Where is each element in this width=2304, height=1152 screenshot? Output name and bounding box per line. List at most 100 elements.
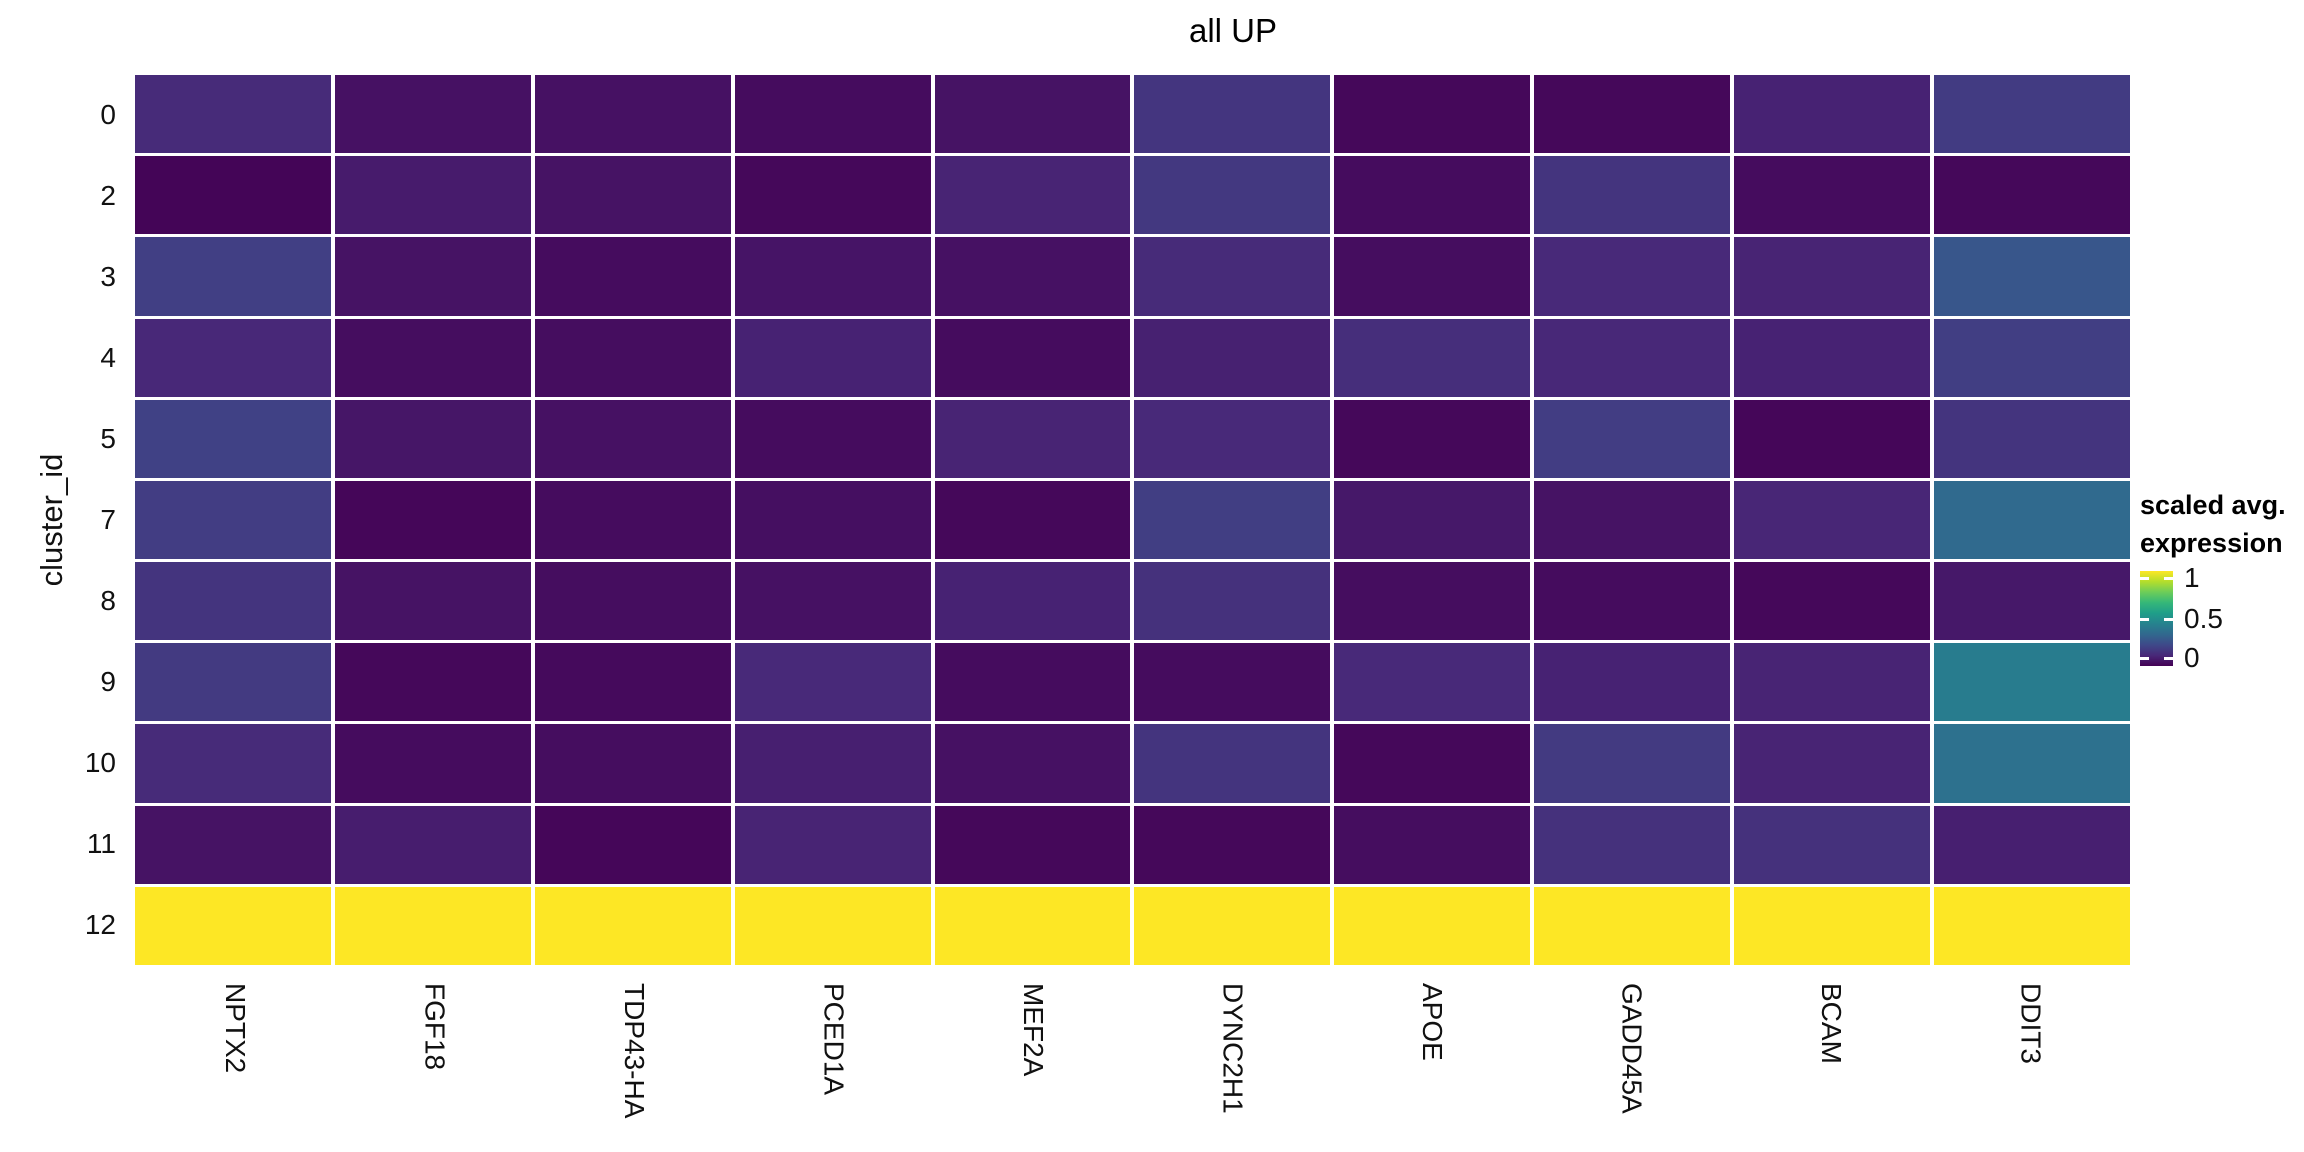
y-tick-label: 4 [100,342,116,374]
legend-colorbar-wrap: 1 0.5 0 [2140,562,2223,673]
x-tick-label: TDP43-HA [618,983,650,1119]
y-tick-label: 11 [86,827,116,859]
heatmap-cell [1334,724,1531,803]
heatmap-cell [534,805,731,884]
heatmap-cell [135,156,331,235]
heatmap-cell [534,237,731,316]
heatmap-cell [934,886,1131,965]
heatmap-cell [1334,805,1531,884]
heatmap-cell [1934,643,2130,722]
heatmap-cell [1134,643,1331,722]
y-tick-label: 8 [100,584,116,616]
heatmap-cell [934,724,1131,803]
heatmap-cell [135,643,331,722]
heatmap-cell [1934,237,2130,316]
heatmap-cell [1134,886,1331,965]
heatmap-cell [734,724,931,803]
heatmap-cell [1734,643,1931,722]
heatmap-cell [135,805,331,884]
heatmap-cell [934,399,1131,478]
heatmap-cell [1334,643,1531,722]
heatmap-cell [1134,156,1331,235]
heatmap-cell [334,318,531,397]
heatmap-cell [734,318,931,397]
y-tick-label: 0 [100,99,116,131]
heatmap-cell [1334,562,1531,641]
heatmap-cell [1934,480,2130,560]
heatmap-cell [334,399,531,478]
legend: scaled avg. expression 1 0.5 0 [2140,486,2304,673]
heatmap-cell [1134,480,1331,560]
legend-tick-mark [2140,577,2149,580]
y-tick-label: 7 [100,504,116,535]
x-tick-label: GADD45A [1616,983,1648,1114]
heatmap-cell [534,156,731,235]
y-tick-label: 3 [100,261,116,293]
x-tick-label: PCED1A [818,983,850,1096]
x-tick-label: BCAM [1815,983,1847,1064]
legend-tick-mark [2164,577,2173,580]
heatmap-cell [734,562,931,641]
heatmap-cell [135,562,331,641]
y-tick-label: 12 [84,908,116,940]
heatmap-cell [1734,75,1931,154]
heatmap-cell [334,805,531,884]
heatmap-cell [934,237,1131,316]
heatmap-cell [135,399,331,478]
heatmap-cell [135,75,331,154]
heatmap-cell [1334,480,1531,560]
heatmap-cell [1934,805,2130,884]
heatmap-cell [334,724,531,803]
heatmap-cell [135,480,331,560]
heatmap-cell [1734,399,1931,478]
heatmap-cell [1734,724,1931,803]
heatmap-cell [334,562,531,641]
heatmap-cell [534,399,731,478]
legend-tick-mark [2164,618,2173,621]
heatmap-cell [1134,562,1331,641]
heatmap-cell [734,480,931,560]
heatmap-cell [1534,724,1731,803]
heatmap-cell [1934,318,2130,397]
heatmap-cell [1934,399,2130,478]
heatmap-cell [934,156,1131,235]
heatmap-cell [1534,643,1731,722]
legend-tick-mark [2140,657,2149,660]
heatmap-cell [135,237,331,316]
heatmap-grid [135,75,2130,965]
heatmap-cell [934,318,1131,397]
heatmap-cell [1534,399,1731,478]
heatmap-cell [1534,562,1731,641]
heatmap-cell [534,75,731,154]
chart-title: all UP [1188,12,1278,49]
heatmap-cell [1934,724,2130,803]
heatmap-cell [1334,399,1531,478]
heatmap-cell [135,724,331,803]
heatmap-cell [1734,156,1931,235]
heatmap-cell [534,562,731,641]
heatmap-cell [1534,156,1731,235]
heatmap-cell [1534,805,1731,884]
heatmap-cell [334,886,531,965]
heatmap-cell [1334,75,1531,154]
heatmap-cell [1734,562,1931,641]
x-tick-label: APOE [1416,983,1448,1061]
heatmap-cell [934,75,1131,154]
heatmap-cell [1134,724,1331,803]
heatmap-cell [1534,75,1731,154]
heatmap-cell [1134,318,1331,397]
heatmap-cell [1934,886,2130,965]
heatmap-cell [1534,480,1731,560]
x-tick-label: DDIT3 [2015,983,2047,1064]
heatmap-cell [934,643,1131,722]
heatmap-cell [534,318,731,397]
legend-tick-mark [2140,618,2149,621]
x-tick-label: DYNC2H1 [1217,983,1249,1114]
heatmap-cell [1934,156,2130,235]
heatmap-cell [1734,480,1931,560]
heatmap-cell [534,724,731,803]
heatmap-cell [334,156,531,235]
legend-title-line1: scaled avg. [2140,490,2286,520]
heatmap-cell [1734,237,1931,316]
